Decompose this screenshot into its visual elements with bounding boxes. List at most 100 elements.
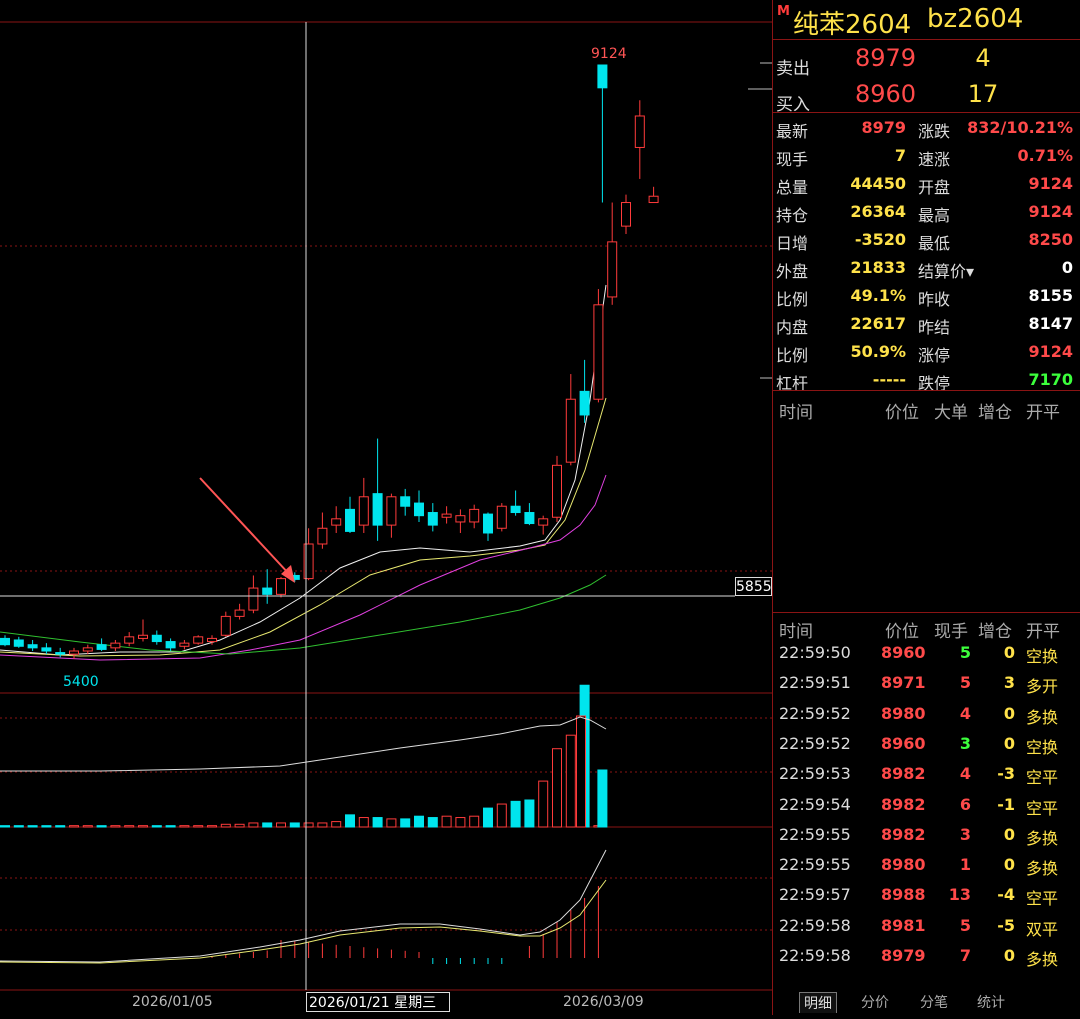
bid-qty: 17 <box>967 80 999 108</box>
candle-body <box>414 502 424 517</box>
quote-row: 最新 8979 涨跌 832/10.21% <box>773 114 1080 142</box>
x-axis-tick-2: 2026/03/09 <box>563 994 644 1010</box>
volume-bar <box>345 814 355 828</box>
tick-volume: 6 <box>959 794 971 814</box>
tick-type: 多换 <box>1026 828 1059 848</box>
tick-type: 空平 <box>1026 889 1059 909</box>
candle-body <box>469 508 480 523</box>
tick-volume: 3 <box>959 824 971 844</box>
volume-bar <box>331 821 342 828</box>
volume-bar <box>469 815 480 828</box>
tick-price: 8960 <box>881 643 926 662</box>
tick-price: 8988 <box>881 885 926 905</box>
quote-value: -3520 <box>854 230 906 249</box>
tick-oi-change: -4 <box>997 885 1015 905</box>
quote-value: 8147 <box>1028 314 1073 333</box>
tab-stats[interactable]: 统计 <box>977 995 1005 1011</box>
candle-body <box>331 518 342 526</box>
candle-body <box>207 637 217 643</box>
volume-bar <box>110 825 121 828</box>
candle-body <box>82 647 93 652</box>
candle-body <box>358 496 369 526</box>
col-price: 价位 <box>885 622 919 642</box>
tab-price-dist[interactable]: 分价 <box>861 995 889 1011</box>
volume-bar <box>414 815 424 828</box>
candle-body <box>634 115 645 148</box>
tab-detail[interactable]: 明细 <box>799 992 837 1013</box>
candle-body <box>372 493 383 526</box>
kline-chart-area[interactable]: 9124 5400 2026/01/05 2026/03/09 2026/01/2… <box>0 0 772 1015</box>
quote-row: 比例 49.1% 昨收 8155 <box>773 282 1080 310</box>
quote-value: 7170 <box>1028 370 1073 389</box>
tick-time: 22:59:52 <box>779 733 851 753</box>
arrow-head-icon <box>281 565 295 583</box>
x-axis-tick-1: 2026/01/05 <box>132 994 213 1010</box>
ma5-line <box>0 284 607 656</box>
tick-price: 8982 <box>881 794 926 814</box>
tick-oi-change: 0 <box>1003 855 1015 875</box>
volume-bar <box>565 734 576 828</box>
tick-price: 8982 <box>881 824 926 844</box>
quote-value: 7 <box>894 146 906 165</box>
candle-body <box>441 513 452 518</box>
contract-header: M 纯苯2604 bz2604 <box>773 0 1080 40</box>
quote-label: 比例 <box>776 346 809 365</box>
tick-time: 22:59:55 <box>779 824 851 844</box>
volume-bar <box>124 825 135 828</box>
tab-trades[interactable]: 分笔 <box>920 995 948 1011</box>
quote-label: 内盘 <box>776 318 809 337</box>
quote-label: 速涨 <box>918 150 951 169</box>
tick-oi-change: 0 <box>1003 824 1015 844</box>
quote-label[interactable]: 结算价▾ <box>918 262 975 281</box>
tick-type: 多换 <box>1026 950 1059 969</box>
tick-oi-change: 0 <box>1003 733 1015 753</box>
quote-value: 50.9% <box>850 342 906 361</box>
quote-label: 持仓 <box>776 206 809 225</box>
quote-row: 持仓 26364 最高 9124 <box>773 198 1080 226</box>
tick-volume: 7 <box>959 946 971 965</box>
tick-row: 22:59:57 8988 13 -4 空平 <box>773 879 1080 909</box>
volume-bar <box>165 825 176 828</box>
quote-value: 9124 <box>1028 174 1073 193</box>
volume-bar <box>510 800 521 828</box>
tick-time: 22:59:53 <box>779 764 851 784</box>
candle-body <box>110 642 121 649</box>
divider <box>773 612 1080 613</box>
volume-bar <box>597 769 608 828</box>
volume-bar <box>576 715 586 828</box>
ma10-line <box>0 397 607 657</box>
candle-body <box>538 518 549 526</box>
kline-chart[interactable]: 9124 5400 <box>0 0 772 1015</box>
volume-bar <box>524 799 535 828</box>
annotation-arrow <box>199 477 291 576</box>
candle-body <box>138 634 148 639</box>
volume-bar <box>276 822 286 828</box>
tick-volume: 4 <box>959 703 971 723</box>
contract-name: 纯苯2604 <box>793 10 912 40</box>
quote-value: 44450 <box>850 174 906 193</box>
volume-bar <box>386 818 397 828</box>
tick-time: 22:59:57 <box>779 885 851 905</box>
volume-bar <box>0 825 10 828</box>
candle-body <box>193 636 204 644</box>
quote-value: 9124 <box>1028 202 1073 221</box>
quote-label: 日增 <box>776 234 809 253</box>
candle-body <box>248 587 259 611</box>
tick-type: 多换 <box>1026 859 1059 879</box>
tick-type: 多开 <box>1026 677 1059 697</box>
quote-value: 9124 <box>1028 342 1073 361</box>
quote-value: 22617 <box>850 314 906 333</box>
tick-volume: 1 <box>959 855 971 875</box>
tick-time: 22:59:51 <box>779 673 851 693</box>
volume-bar <box>13 825 24 828</box>
candle-body <box>345 508 355 532</box>
quote-label: 跌停 <box>918 374 951 393</box>
tick-row: 22:59:50 8960 5 0 空换 <box>773 637 1080 667</box>
bid-label: 买入 <box>776 95 810 115</box>
candle-body <box>648 195 659 204</box>
candle-body <box>621 202 631 227</box>
volume-bar <box>207 825 217 828</box>
quote-label: 昨结 <box>918 318 951 337</box>
tick-type: 双平 <box>1026 919 1059 939</box>
tick-row: 22:59:51 8971 5 3 多开 <box>773 667 1080 697</box>
